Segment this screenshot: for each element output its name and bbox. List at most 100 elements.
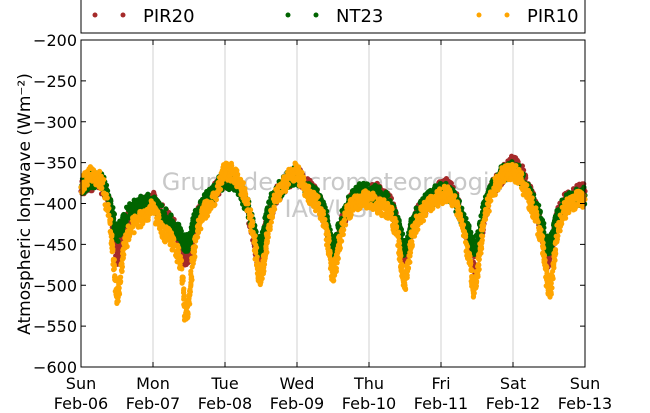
data-point — [255, 254, 260, 259]
data-point — [407, 260, 412, 265]
data-point — [132, 230, 137, 235]
data-point — [270, 213, 275, 218]
data-point — [186, 247, 191, 252]
data-point — [229, 161, 234, 166]
data-point — [331, 278, 336, 283]
data-point — [321, 212, 326, 217]
data-point — [109, 234, 114, 239]
data-point — [110, 248, 115, 253]
data-point — [468, 230, 473, 235]
data-point — [328, 250, 333, 255]
data-point — [117, 285, 122, 290]
data-point — [192, 249, 197, 254]
data-point — [264, 246, 269, 251]
data-point — [261, 269, 266, 274]
data-point — [245, 201, 250, 206]
data-point — [415, 227, 420, 232]
data-point — [212, 202, 217, 207]
data-point — [187, 301, 192, 306]
data-point — [385, 193, 390, 198]
data-point — [396, 234, 401, 239]
data-point — [301, 174, 306, 179]
data-point — [316, 201, 321, 206]
data-point — [112, 266, 117, 271]
data-point — [399, 262, 404, 267]
data-point — [581, 185, 586, 190]
data-point — [410, 242, 415, 247]
data-point — [119, 261, 124, 266]
data-point — [181, 290, 186, 295]
data-point — [250, 220, 255, 225]
data-point — [106, 206, 111, 211]
data-point — [405, 266, 410, 271]
data-point — [214, 197, 219, 202]
data-point — [99, 186, 104, 191]
data-point — [254, 245, 259, 250]
data-point — [116, 299, 121, 304]
data-point — [159, 203, 164, 208]
data-point — [112, 257, 117, 262]
data-point — [101, 177, 106, 182]
data-point — [115, 239, 120, 244]
data-point — [97, 169, 102, 174]
data-point — [299, 170, 304, 175]
data-point — [315, 194, 320, 199]
data-point — [405, 275, 410, 280]
data-point — [192, 255, 197, 260]
data-point — [421, 218, 426, 223]
data-point — [249, 213, 254, 218]
data-point — [125, 244, 130, 249]
data-point — [179, 266, 184, 271]
data-point — [218, 187, 223, 192]
data-point — [339, 239, 344, 244]
data-point — [260, 276, 265, 281]
data-point — [341, 227, 346, 232]
data-point — [466, 223, 471, 228]
data-point — [365, 182, 370, 187]
data-point — [336, 256, 341, 261]
data-point — [188, 284, 193, 289]
data-point — [193, 244, 198, 249]
data-point — [269, 220, 274, 225]
data-point — [186, 312, 191, 317]
data-point — [398, 253, 403, 258]
data-point — [171, 237, 176, 242]
data-point — [118, 279, 123, 284]
data-point — [241, 180, 246, 185]
data-point — [195, 235, 200, 240]
data-point — [110, 243, 115, 248]
data-point — [243, 192, 248, 197]
data-point — [189, 277, 194, 282]
data-point — [403, 286, 408, 291]
data-point — [342, 218, 347, 223]
data-point — [266, 235, 271, 240]
data-point — [198, 226, 203, 231]
data-point — [286, 182, 291, 187]
data-point — [334, 269, 339, 274]
data-point — [322, 217, 327, 222]
data-point — [156, 215, 161, 220]
data-point — [341, 232, 346, 237]
data-point — [408, 250, 413, 255]
data-point — [181, 278, 186, 283]
data-point — [248, 207, 253, 212]
data-point — [179, 258, 184, 263]
data-point — [163, 206, 168, 211]
data-point — [390, 207, 395, 212]
data-point — [343, 222, 348, 227]
data-point — [394, 224, 399, 229]
data-point — [112, 212, 117, 217]
data-point — [326, 240, 331, 245]
data-point — [377, 185, 382, 190]
data-point — [168, 213, 173, 218]
data-point — [268, 226, 273, 231]
data-point — [121, 252, 126, 257]
data-point — [389, 211, 394, 216]
data-point — [306, 184, 311, 189]
data-point — [258, 282, 263, 287]
data-point — [394, 219, 399, 224]
data-point — [108, 221, 113, 226]
data-point — [396, 238, 401, 243]
data-point — [105, 195, 110, 200]
